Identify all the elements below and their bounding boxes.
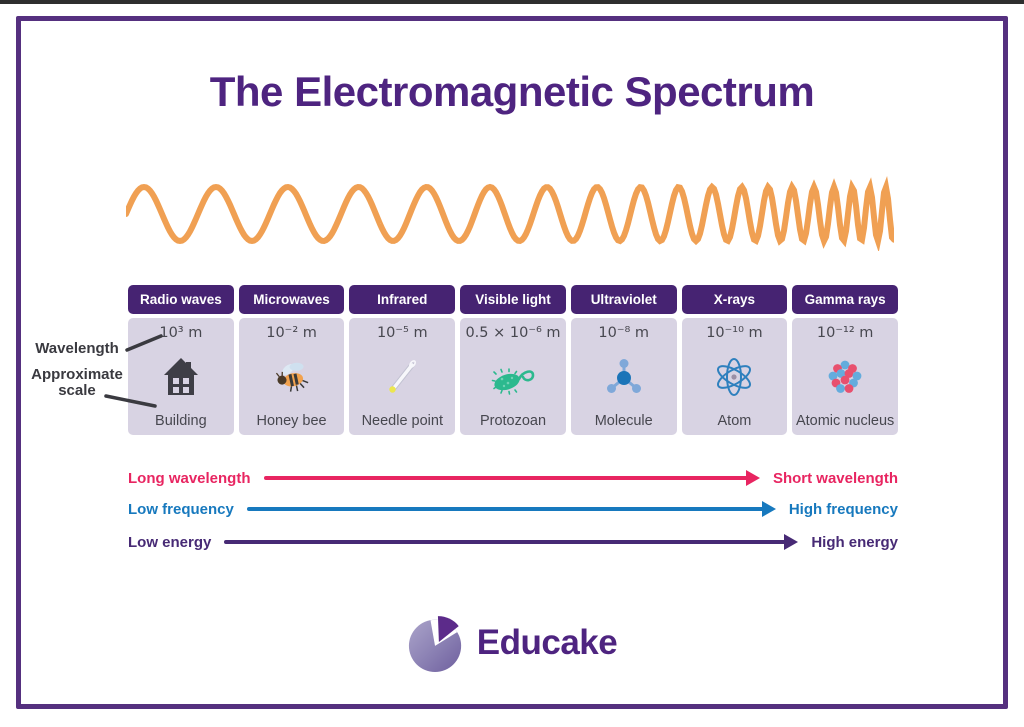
band-cell: 10⁻¹⁰ m Atom xyxy=(681,318,788,435)
short-wavelength-label: Short wavelength xyxy=(772,469,898,487)
band-cell: 0.5 × 10⁻⁶ m xyxy=(460,318,566,435)
low-energy-label: Low energy xyxy=(128,533,212,551)
band-column-ultraviolet: Ultraviolet 10⁻⁸ m xyxy=(570,285,677,435)
scale-object-label: Atomic nucleus xyxy=(795,413,895,429)
scale-object-label: Building xyxy=(155,413,207,429)
band-cell: 10⁻⁸ m Molecule xyxy=(570,318,677,435)
scale-object-label: Needle point xyxy=(361,413,443,429)
decreasing-wavelength-wave-icon xyxy=(123,175,897,253)
wavelength-value: 10⁻¹² m xyxy=(816,325,874,341)
band-column-radio-waves: Radio waves 10³ m Building xyxy=(128,285,234,435)
long-wavelength-label: Long wavelength xyxy=(128,469,251,487)
band-cell: 10⁻² m xyxy=(238,318,345,435)
band-header: Ultraviolet xyxy=(570,285,677,314)
band-header: Microwaves xyxy=(238,285,345,314)
molecule-icon xyxy=(573,351,675,403)
band-header: Radio waves xyxy=(128,285,234,314)
wavelength-value: 10⁻² m xyxy=(266,325,317,341)
band-column-infrared: Infrared 10⁻⁵ m Needle point xyxy=(349,285,456,435)
wavelength-value: 10⁻⁵ m xyxy=(376,325,428,341)
educake-logo: Educake xyxy=(0,612,1024,674)
frequency-arrow-row: Low frequency High frequency xyxy=(128,500,898,518)
atom-icon xyxy=(684,351,786,403)
right-arrow-icon xyxy=(224,533,799,551)
scale-object-label: Atom xyxy=(717,413,752,429)
band-column-gamma-rays: Gamma rays 10⁻¹² m xyxy=(792,285,898,435)
protozoan-icon xyxy=(462,351,564,403)
poster-frame xyxy=(16,16,1008,709)
wavelength-value: 10⁻⁸ m xyxy=(598,325,650,341)
needle-point-icon xyxy=(351,351,453,403)
educake-pie-logo-icon xyxy=(408,616,461,672)
high-energy-label: High energy xyxy=(811,533,898,551)
wavelength-annotation: Wavelength xyxy=(35,340,119,357)
band-column-x-rays: X-rays 10⁻¹⁰ m Atom xyxy=(681,285,788,435)
approximate-scale-annotation: Approximate scale xyxy=(31,366,123,400)
honey-bee-icon xyxy=(241,351,343,403)
wavelength-value: 10⁻¹⁰ m xyxy=(706,325,763,341)
band-cell: 10³ m Building xyxy=(128,318,234,435)
atomic-nucleus-icon xyxy=(794,351,896,403)
wavelength-value: 0.5 × 10⁻⁶ m xyxy=(465,325,561,341)
band-header: X-rays xyxy=(681,285,788,314)
band-header: Infrared xyxy=(349,285,456,314)
band-header: Visible light xyxy=(460,285,566,314)
band-column-microwaves: Microwaves 10⁻² m xyxy=(238,285,345,435)
band-cell: 10⁻¹² m xyxy=(792,318,898,435)
scale-object-label: Molecule xyxy=(594,413,653,429)
band-header: Gamma rays xyxy=(792,285,898,314)
wavelength-arrow-row: Long wavelength Short wavelength xyxy=(128,469,898,487)
right-arrow-icon xyxy=(263,469,761,487)
right-arrow-icon xyxy=(246,500,776,518)
scale-object-label: Protozoan xyxy=(479,413,547,429)
spectrum-table: Radio waves 10³ m Building xyxy=(128,285,898,435)
high-frequency-label: High frequency xyxy=(788,500,898,518)
page-top-edge xyxy=(0,0,1024,4)
wave-graphic xyxy=(123,175,897,253)
building-icon xyxy=(130,351,232,403)
band-column-visible-light: Visible light 0.5 × 10⁻⁶ m xyxy=(460,285,566,435)
band-cell: 10⁻⁵ m Needle point xyxy=(349,318,456,435)
page-title: The Electromagnetic Spectrum xyxy=(209,68,815,115)
energy-arrow-row: Low energy High energy xyxy=(128,533,898,551)
scale-object-label: Honey bee xyxy=(256,413,327,429)
low-frequency-label: Low frequency xyxy=(128,500,234,518)
wavelength-value: 10³ m xyxy=(159,325,203,341)
educake-wordmark: Educake xyxy=(476,623,618,662)
